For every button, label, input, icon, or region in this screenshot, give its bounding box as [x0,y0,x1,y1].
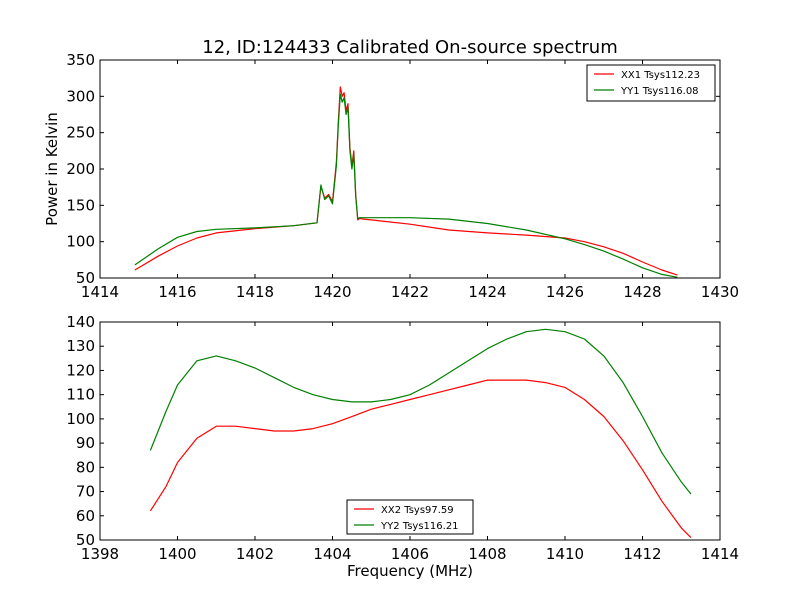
x-tick-label: 1430 [701,283,739,301]
x-tick-label: 1414 [81,283,119,301]
x-tick-label: 1410 [546,545,584,563]
x-tick-label: 1404 [313,545,351,563]
legend-label-2: YY1 Tsys116.08 [620,86,699,97]
bottom-spectrum-plot: 1398 1400 1402 1404 1406 1408 1410 1412 1414 50 60… [66,313,739,563]
legend-label-2: YY2 Tsys116.21 [380,521,459,532]
y-tick-label: 120 [66,361,95,379]
x-tick-label: 1402 [236,545,274,563]
y-tick-label: 50 [76,269,95,287]
legend: XX2 Tsys97.59 YY2 Tsys116.21 [346,499,474,535]
series-line-1 [149,379,692,539]
legend-label-1: XX2 Tsys97.59 [381,505,454,516]
y-tick-label: 110 [66,386,95,404]
y-tick-label: 140 [66,313,95,331]
legend-box [586,64,716,102]
y-tick-label: 90 [76,434,95,452]
y-tick-label: 350 [66,51,95,69]
x-tick-label: 1420 [313,283,351,301]
y-tick-label: 300 [66,87,95,105]
series-lines [134,86,678,278]
y-axis-label: Power in Kelvin [43,112,61,226]
y-tick-label: 130 [66,337,95,355]
y-tick-label: 200 [66,160,95,178]
x-tick-label: 1414 [701,545,739,563]
x-tick-label: 1426 [546,283,584,301]
y-tick-label: 100 [66,410,95,428]
y-tick-label: 60 [76,507,95,525]
series-line-2 [134,93,678,278]
x-tick-label: 1424 [468,283,506,301]
x-tick-label: 1408 [468,545,506,563]
series-lines [149,328,692,539]
series-line-2 [149,328,692,495]
legend: XX1 Tsys112.23 YY1 Tsys116.08 [586,64,716,102]
x-tick-label: 1400 [158,545,196,563]
top-spectrum-plot: 1414 1416 1418 1420 1422 1424 1426 1428 1430 50 10… [66,51,739,301]
y-tick-label: 70 [76,483,95,501]
y-tick-label: 100 [66,233,95,251]
x-tick-label: 1428 [623,283,661,301]
x-tick-label: 1422 [391,283,429,301]
y-tick-label: 150 [66,196,95,214]
x-tick-label: 1418 [236,283,274,301]
y-tick-label: 250 [66,124,95,142]
x-tick-label: 1416 [158,283,196,301]
y-tick-label: 80 [76,458,95,476]
x-tick-label: 1398 [81,545,119,563]
x-tick-label: 1406 [391,545,429,563]
y-tick-label: 50 [76,531,95,549]
x-axis-label: Frequency (MHz) [347,562,473,580]
figure-title: 12, ID:124433 Calibrated On-source spect… [202,37,618,58]
legend-box [346,499,474,535]
legend-label-1: XX1 Tsys112.23 [621,70,700,81]
x-tick-label: 1412 [623,545,661,563]
